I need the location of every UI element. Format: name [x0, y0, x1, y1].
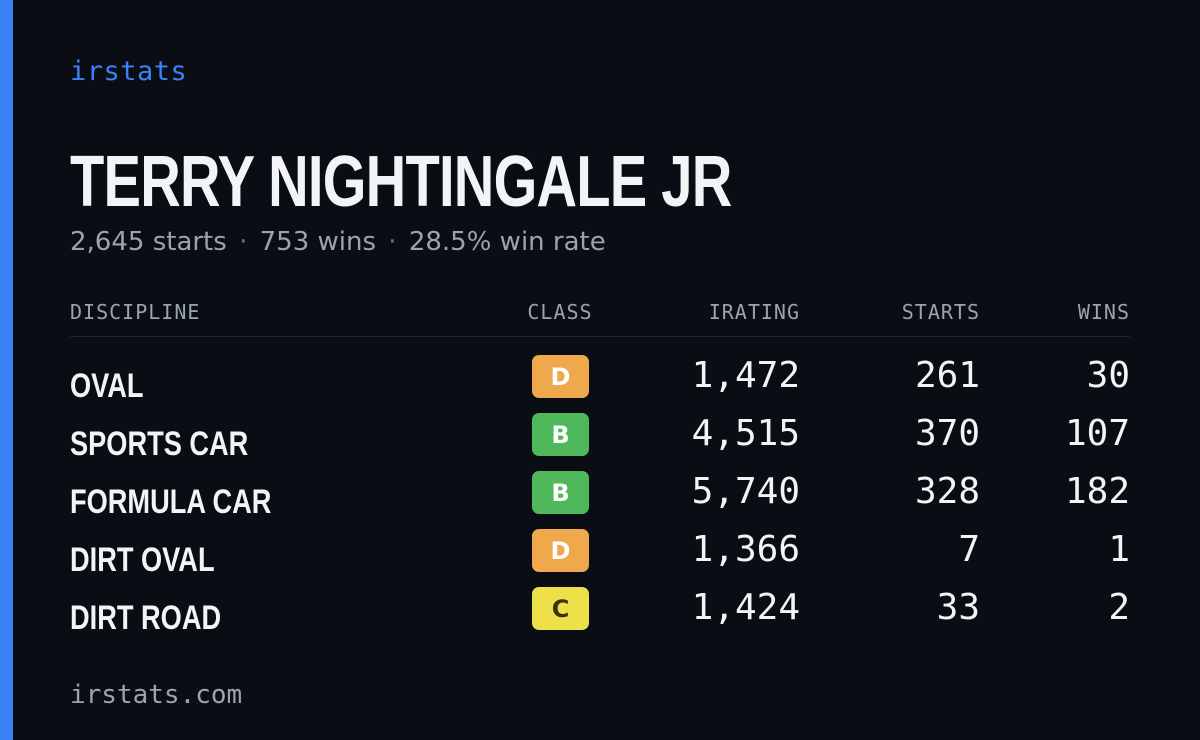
- table-row: FORMULA CAR B 5,740 328 182: [70, 469, 1130, 527]
- starts-value: 33: [936, 587, 980, 628]
- header-irating: IRATING: [708, 300, 800, 324]
- irating-value: 5,740: [691, 471, 800, 512]
- discipline-name: DIRT ROAD: [70, 599, 222, 637]
- driver-name: TERRY NIGHTINGALE JR: [70, 142, 732, 222]
- starts-value: 7: [958, 529, 980, 570]
- class-badge: D: [532, 529, 589, 572]
- header-wins: WINS: [1077, 300, 1130, 324]
- wins-value: 107: [1064, 413, 1130, 454]
- table-header: DISCIPLINE CLASS IRATING STARTS WINS: [70, 290, 1130, 337]
- total-wins: 753 wins: [259, 227, 377, 257]
- summary-separator: ·: [239, 227, 248, 257]
- total-starts: 2,645 starts: [70, 227, 227, 257]
- starts-value: 261: [914, 355, 980, 396]
- discipline-name: DIRT OVAL: [70, 541, 215, 579]
- irating-value: 4,515: [691, 413, 800, 454]
- class-badge: C: [532, 587, 589, 630]
- summary-separator: ·: [388, 227, 397, 257]
- wins-value: 182: [1064, 471, 1130, 512]
- class-badge: B: [532, 413, 589, 456]
- starts-value: 328: [914, 471, 980, 512]
- wins-value: 1: [1108, 529, 1130, 570]
- wins-value: 2: [1108, 587, 1130, 628]
- class-badge: B: [532, 471, 589, 514]
- table-row: OVAL D 1,472 261 30: [70, 353, 1130, 411]
- header-discipline: DISCIPLINE: [70, 300, 201, 324]
- irating-value: 1,366: [691, 529, 800, 570]
- starts-value: 370: [914, 413, 980, 454]
- discipline-stats-table: DISCIPLINE CLASS IRATING STARTS WINS OVA…: [70, 290, 1130, 643]
- header-starts: STARTS: [901, 300, 980, 324]
- header-class: CLASS: [527, 300, 593, 324]
- table-body: OVAL D 1,472 261 30 SPORTS CAR B 4,515 3…: [70, 337, 1130, 643]
- accent-bar: [0, 0, 13, 740]
- win-rate: 28.5% win rate: [408, 227, 606, 257]
- table-row: DIRT OVAL D 1,366 7 1: [70, 527, 1130, 585]
- table-row: DIRT ROAD C 1,424 33 2: [70, 585, 1130, 643]
- discipline-name: OVAL: [70, 367, 144, 405]
- table-row: SPORTS CAR B 4,515 370 107: [70, 411, 1130, 469]
- driver-summary: 2,645 starts · 753 wins · 28.5% win rate: [70, 227, 606, 257]
- footer-url: irstats.com: [70, 680, 243, 710]
- brand-logo: irstats: [70, 56, 188, 87]
- irating-value: 1,472: [691, 355, 800, 396]
- discipline-name: FORMULA CAR: [70, 483, 272, 521]
- class-badge: D: [532, 355, 589, 398]
- wins-value: 30: [1086, 355, 1130, 396]
- irating-value: 1,424: [691, 587, 800, 628]
- discipline-name: SPORTS CAR: [70, 425, 249, 463]
